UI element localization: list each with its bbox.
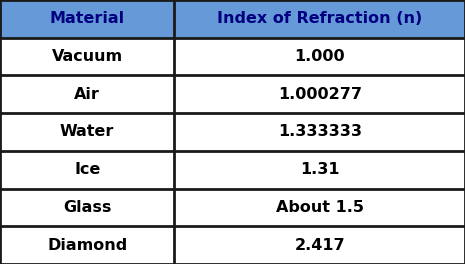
Text: Material: Material: [50, 11, 125, 26]
Text: 1.000277: 1.000277: [278, 87, 362, 102]
Bar: [0, 113, 465, 151]
Text: 2.417: 2.417: [294, 238, 345, 253]
Text: About 1.5: About 1.5: [276, 200, 364, 215]
Bar: [0, 226, 465, 264]
Text: Vacuum: Vacuum: [52, 49, 123, 64]
Text: Air: Air: [74, 87, 100, 102]
Bar: [0, 0, 465, 38]
Text: Water: Water: [60, 125, 114, 139]
Bar: [0, 38, 465, 76]
Text: 1.31: 1.31: [300, 162, 339, 177]
Text: 1.000: 1.000: [294, 49, 345, 64]
Bar: [0, 188, 465, 226]
Text: 1.333333: 1.333333: [278, 125, 362, 139]
Text: Glass: Glass: [63, 200, 112, 215]
Text: Diamond: Diamond: [47, 238, 127, 253]
Bar: [0, 151, 465, 188]
Text: Index of Refraction (n): Index of Refraction (n): [217, 11, 422, 26]
Bar: [0, 76, 465, 113]
Text: Ice: Ice: [74, 162, 100, 177]
